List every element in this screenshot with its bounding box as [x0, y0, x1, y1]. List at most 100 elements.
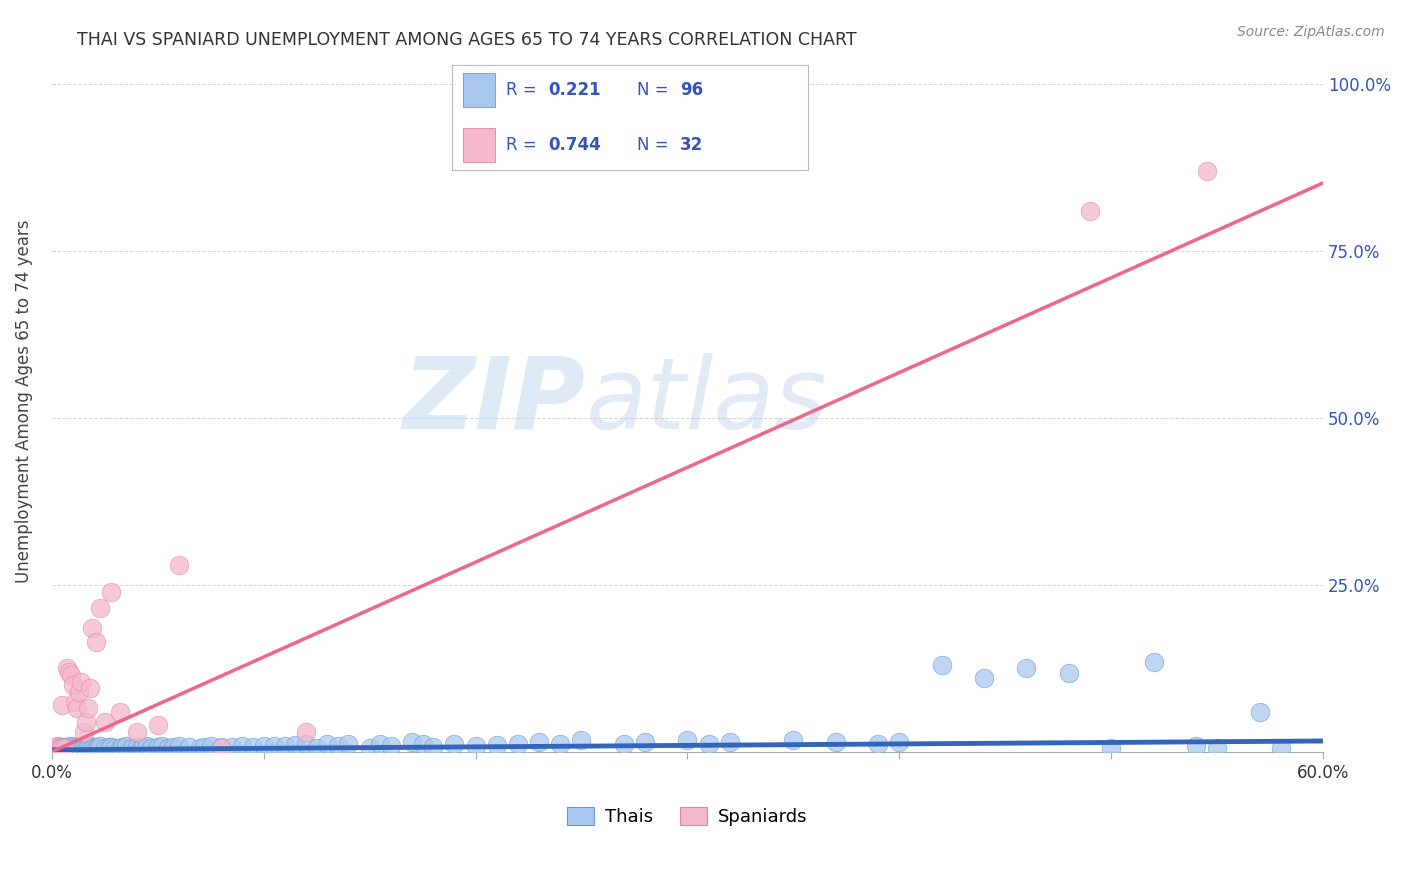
Point [66, 740, 89, 755]
Point [506, 737, 529, 751]
Point [129, 740, 152, 755]
Point [58, 740, 80, 755]
Point [931, 658, 953, 673]
Point [401, 735, 423, 749]
Point [115, 739, 138, 753]
Point [83, 740, 105, 755]
Point [368, 737, 391, 751]
Point [80, 740, 103, 755]
Point [76, 740, 98, 755]
Point [231, 739, 253, 754]
Point [718, 735, 741, 749]
Point [70, 741, 93, 756]
Point [46, 741, 69, 756]
Point [49, 742, 72, 756]
Point [42, 741, 65, 756]
Point [157, 740, 180, 755]
Point [550, 738, 572, 752]
Point [634, 735, 657, 749]
Point [59, 742, 82, 756]
Point [51, 740, 73, 755]
Point [1015, 661, 1038, 675]
Point [72, 740, 94, 755]
Point [53, 741, 76, 756]
Point [100, 584, 122, 599]
Point [146, 740, 169, 755]
Point [782, 732, 804, 747]
Point [1249, 705, 1271, 719]
Point [58, 739, 80, 753]
Point [359, 740, 381, 755]
Point [108, 740, 131, 755]
Point [75, 714, 97, 729]
Point [125, 740, 148, 755]
Point [46, 742, 69, 756]
Point [93, 740, 115, 755]
Point [89, 601, 111, 615]
Point [104, 740, 127, 755]
Point [337, 738, 360, 752]
Point [1099, 740, 1122, 755]
Point [326, 739, 349, 753]
Point [167, 558, 190, 572]
Point [889, 735, 911, 749]
Point [53, 741, 76, 756]
Point [84, 634, 107, 648]
Point [79, 739, 101, 754]
Point [87, 740, 110, 755]
Point [66, 701, 89, 715]
Point [53, 740, 76, 755]
Point [76, 701, 98, 715]
Point [42, 740, 65, 755]
Point [146, 718, 169, 732]
Point [72, 739, 94, 753]
Point [55, 661, 77, 675]
Point [62, 739, 84, 754]
Point [79, 681, 101, 696]
Point [162, 740, 184, 755]
Point [67, 684, 90, 698]
Point [62, 741, 84, 756]
Point [1142, 655, 1164, 669]
Point [111, 740, 134, 755]
Point [1057, 665, 1080, 680]
Point [464, 739, 486, 753]
Point [697, 737, 720, 751]
Point [422, 740, 444, 755]
Point [136, 739, 159, 754]
Point [973, 671, 995, 685]
Point [89, 739, 111, 754]
Point [45, 743, 67, 757]
Point [868, 737, 890, 751]
Point [295, 738, 318, 752]
Point [108, 705, 131, 719]
Text: atlas: atlas [586, 352, 827, 450]
Point [380, 739, 402, 753]
Point [253, 739, 276, 754]
Point [188, 740, 211, 755]
Point [51, 743, 73, 757]
Point [93, 714, 115, 729]
Text: Source: ZipAtlas.com: Source: ZipAtlas.com [1237, 25, 1385, 39]
Point [67, 740, 90, 755]
Point [121, 741, 143, 756]
Y-axis label: Unemployment Among Ages 65 to 74 years: Unemployment Among Ages 65 to 74 years [15, 219, 32, 583]
Point [527, 735, 550, 749]
Point [263, 739, 285, 753]
Point [412, 738, 434, 752]
Point [62, 678, 84, 692]
Text: THAI VS SPANIARD UNEMPLOYMENT AMONG AGES 65 TO 74 YEARS CORRELATION CHART: THAI VS SPANIARD UNEMPLOYMENT AMONG AGES… [77, 31, 856, 49]
Point [59, 668, 82, 682]
Point [1270, 740, 1292, 755]
Point [63, 740, 86, 755]
Point [97, 740, 120, 755]
Point [132, 740, 155, 755]
Point [305, 740, 328, 755]
Point [1206, 740, 1229, 755]
Point [51, 698, 73, 712]
Point [295, 724, 318, 739]
Point [676, 732, 699, 747]
Point [221, 740, 243, 755]
Point [613, 737, 636, 751]
Point [46, 739, 69, 754]
